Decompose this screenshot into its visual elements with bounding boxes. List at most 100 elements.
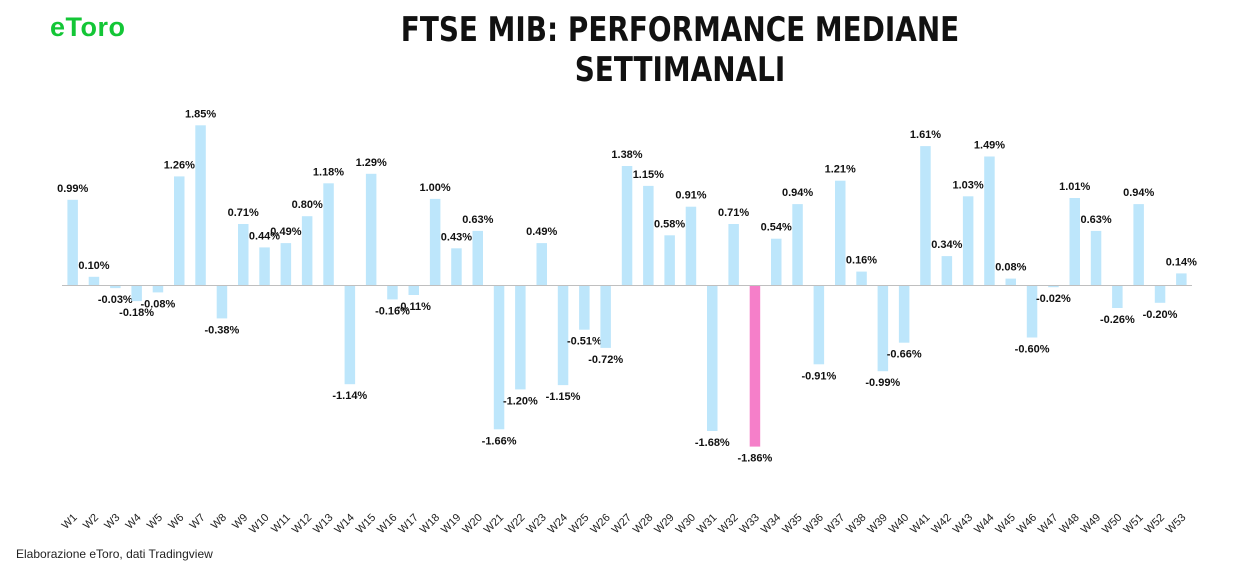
data-label-w39: -0.99% — [865, 377, 900, 389]
x-tick-label-w49: W49 — [1079, 512, 1103, 536]
bar-w38 — [856, 271, 867, 286]
data-label-w43: 1.03% — [952, 179, 983, 191]
data-label-w6: 1.26% — [164, 159, 195, 171]
data-label-w32: 0.71% — [718, 207, 749, 219]
logo-text: eToro — [50, 11, 126, 42]
data-label-w35: 0.94% — [782, 187, 813, 199]
data-label-w47: -0.02% — [1036, 293, 1071, 305]
chart-title: FTSE MIB: PERFORMANCE MEDIANE SETTIMANAL… — [400, 10, 960, 90]
data-label-w17: -0.11% — [397, 301, 431, 313]
bar-w6 — [174, 176, 185, 286]
x-tick-label-w36: W36 — [802, 512, 826, 536]
bar-w10 — [259, 247, 270, 286]
x-tick-label-w39: W39 — [865, 512, 889, 536]
data-label-w15: 1.29% — [356, 157, 387, 169]
x-tick-label-w8: W8 — [209, 512, 229, 532]
bar-w46 — [1026, 285, 1038, 338]
x-tick-label-w6: W6 — [166, 512, 186, 532]
bar-w22 — [515, 285, 526, 390]
data-label-w3: -0.03% — [98, 294, 133, 306]
x-tick-label-w11: W11 — [269, 512, 293, 536]
bar-w51 — [1133, 204, 1144, 286]
data-label-w23: 0.49% — [526, 226, 557, 238]
bar-w29 — [664, 235, 675, 286]
bar-w1 — [67, 199, 78, 286]
x-tick-label-w1: W1 — [60, 512, 80, 532]
data-label-w10: 0.44% — [249, 230, 280, 242]
x-tick-label-w42: W42 — [929, 512, 953, 536]
data-label-w20: 0.63% — [462, 214, 493, 226]
data-label-w21: -1.66% — [482, 435, 517, 447]
x-tick-label-w41: W41 — [908, 512, 932, 536]
x-tick-label-w25: W25 — [567, 512, 591, 536]
data-label-w27: 1.38% — [611, 149, 642, 161]
x-tick-label-w7: W7 — [188, 512, 208, 532]
x-tick-label-w31: W31 — [695, 512, 719, 536]
bar-w41 — [920, 146, 931, 286]
x-tick-label-w43: W43 — [951, 512, 975, 536]
x-tick-label-w21: W21 — [482, 512, 506, 536]
bar-w18 — [429, 198, 441, 286]
x-tick-label-w5: W5 — [145, 512, 165, 532]
bar-w12 — [301, 216, 313, 286]
data-label-w8: -0.38% — [204, 324, 239, 336]
bar-w32 — [728, 224, 739, 286]
data-label-w42: 0.34% — [931, 239, 962, 251]
bar-w35 — [792, 204, 803, 286]
x-tick-label-w47: W47 — [1036, 512, 1060, 536]
bar-w15 — [365, 173, 377, 286]
x-tick-label-w10: W10 — [247, 512, 271, 536]
bar-w23 — [536, 243, 547, 286]
data-label-w41: 1.61% — [910, 129, 941, 141]
data-label-w7: 1.85% — [185, 108, 216, 120]
data-label-w38: 0.16% — [846, 255, 877, 267]
data-label-w40: -0.66% — [887, 349, 922, 361]
x-tick-label-w45: W45 — [993, 512, 1017, 536]
x-tick-label-w35: W35 — [780, 512, 804, 536]
data-label-w26: -0.72% — [588, 354, 623, 366]
x-tick-label-w52: W52 — [1143, 512, 1167, 536]
x-tick-label-w44: W44 — [972, 512, 996, 536]
data-label-w37: 1.21% — [825, 164, 856, 176]
bar-w43 — [962, 196, 974, 286]
data-label-w19: 0.43% — [441, 231, 472, 243]
data-label-w45: 0.08% — [995, 262, 1026, 274]
data-label-w12: 0.80% — [292, 199, 323, 211]
bar-w53 — [1176, 273, 1187, 286]
bar-w21 — [493, 285, 505, 430]
bar-w13 — [323, 183, 334, 286]
bar-w24 — [557, 285, 569, 386]
x-tick-label-w4: W4 — [124, 512, 144, 532]
x-tick-label-w22: W22 — [503, 512, 527, 536]
bar-w44 — [984, 156, 995, 286]
x-tick-label-w38: W38 — [844, 512, 868, 536]
data-label-w16: -0.16% — [375, 305, 410, 317]
x-tick-label-w29: W29 — [652, 512, 676, 536]
x-tick-label-w48: W48 — [1057, 512, 1081, 536]
x-tick-label-w23: W23 — [524, 512, 548, 536]
bar-w31 — [707, 285, 718, 431]
bar-w39 — [877, 285, 889, 372]
data-label-w49: 0.63% — [1080, 214, 1111, 226]
data-label-w51: 0.94% — [1123, 187, 1154, 199]
data-label-w11: 0.49% — [270, 226, 301, 238]
data-label-w24: -1.15% — [546, 391, 581, 403]
data-label-w30: 0.91% — [675, 190, 706, 202]
x-tick-label-w18: W18 — [418, 512, 442, 536]
x-tick-label-w3: W3 — [102, 512, 122, 532]
data-label-w36: -0.91% — [801, 370, 836, 382]
bar-w17 — [408, 285, 419, 295]
data-label-w53: 0.14% — [1166, 256, 1197, 268]
data-label-w2: 0.10% — [78, 260, 109, 272]
source-note: Elaborazione eToro, dati Tradingview — [16, 547, 213, 561]
x-tick-label-w46: W46 — [1015, 512, 1039, 536]
x-tick-label-w26: W26 — [588, 512, 612, 536]
bar-chart: 0.99% W1 0.10% W2 -0.03% W3 -0.18% W4 -0.08% W5 1.… — [57, 108, 1197, 536]
x-tick-label-w16: W16 — [375, 512, 399, 536]
data-label-w52: -0.20% — [1143, 309, 1178, 321]
x-tick-label-w20: W20 — [460, 512, 484, 536]
data-label-w5: -0.08% — [140, 298, 175, 310]
x-tick-label-w27: W27 — [610, 512, 634, 536]
bar-w5 — [152, 285, 164, 293]
x-tick-label-w32: W32 — [716, 512, 740, 536]
